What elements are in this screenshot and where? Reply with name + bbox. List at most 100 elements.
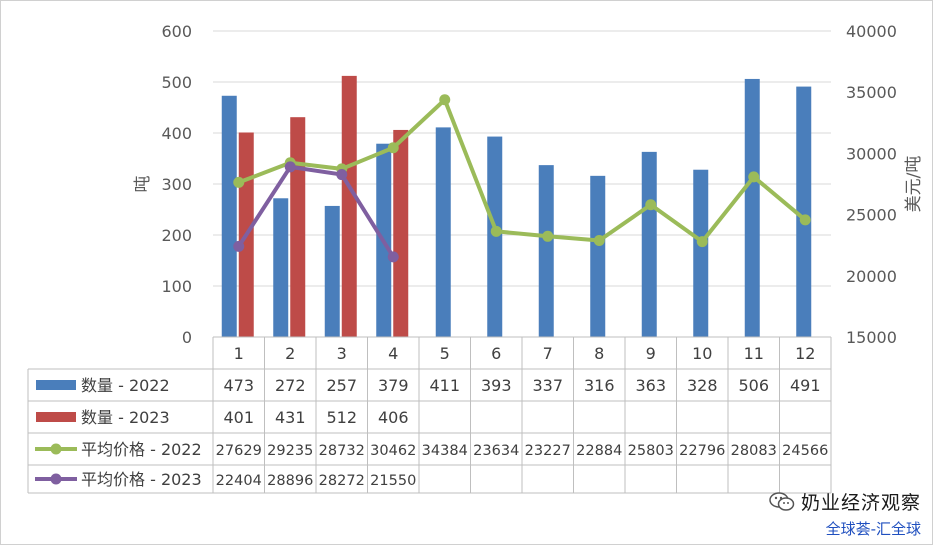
y-right-tick-label: 30000: [846, 144, 897, 163]
bar: [796, 86, 812, 337]
data-label: 411: [429, 376, 460, 395]
data-label: 22884: [576, 443, 622, 459]
data-label: 491: [790, 376, 821, 395]
y-right-axis-label: 美元/吨: [904, 156, 924, 213]
legend-swatch: [36, 380, 76, 390]
x-tick-label: 3: [337, 344, 347, 363]
data-point: [387, 142, 399, 154]
data-label: 28083: [731, 443, 777, 459]
y-left-tick-label: 500: [161, 73, 192, 92]
data-point: [336, 169, 348, 181]
y-right-tick-label: 15000: [846, 328, 897, 347]
bar: [393, 129, 409, 337]
axes: 600 500 400 300 200 100 0 40000 35000 30000 25000 2…: [133, 22, 924, 347]
bar: [487, 136, 503, 337]
data-point: [696, 236, 708, 248]
x-tick-label: 8: [594, 344, 604, 363]
watermark: 奶业经济观察 全球荟-汇全球: [769, 488, 921, 539]
y-left-tick-label: 600: [161, 22, 192, 41]
legend-label: 数量 - 2023: [81, 408, 170, 427]
series-line: [236, 97, 808, 244]
y-left-tick-label: 400: [161, 124, 192, 143]
data-point: [593, 234, 605, 246]
data-label: 257: [326, 376, 357, 395]
data-label: 25803: [628, 443, 674, 459]
data-point: [490, 225, 502, 237]
bar: [341, 75, 357, 337]
watermark-title: 奶业经济观察: [800, 492, 921, 514]
x-tick-label: 4: [388, 344, 398, 363]
bar: [324, 205, 340, 337]
legend-label: 平均价格 - 2023: [81, 470, 202, 489]
watermark-subtitle: 全球荟-汇全球: [825, 520, 921, 538]
data-point: [233, 176, 245, 188]
data-point: [439, 94, 451, 106]
bar: [693, 169, 709, 337]
series-line: [236, 164, 396, 259]
data-label: 22796: [679, 443, 725, 459]
y-left-tick-label: 300: [161, 175, 192, 194]
data-label: 30462: [370, 443, 416, 459]
bars: [221, 75, 812, 338]
data-label: 337: [532, 376, 563, 395]
data-label: 24566: [782, 443, 828, 459]
data-point: [799, 214, 811, 226]
bar: [290, 117, 306, 337]
data-label: 272: [275, 376, 306, 395]
data-point: [284, 161, 296, 173]
data-label: 393: [481, 376, 512, 395]
y-left-tick-label: 100: [161, 277, 192, 296]
x-tick-label: 5: [440, 344, 450, 363]
bar: [590, 175, 606, 337]
data-label: 379: [378, 376, 409, 395]
wechat-icon: [769, 491, 795, 511]
y-left-axis-label: 吨: [133, 176, 153, 193]
legend-label: 平均价格 - 2022: [81, 440, 202, 459]
data-label: 506: [738, 376, 769, 395]
x-tick-label: 10: [692, 344, 712, 363]
data-label: 29235: [267, 443, 313, 459]
x-tick-label: 1: [234, 344, 244, 363]
y-right-tick-label: 20000: [846, 267, 897, 286]
bar: [273, 198, 289, 337]
data-label: 473: [223, 376, 254, 395]
data-label: 363: [635, 376, 666, 395]
data-label: 512: [326, 408, 357, 427]
y-left-tick-label: 200: [161, 226, 192, 245]
data-label: 23634: [473, 443, 519, 459]
data-label: 401: [223, 408, 254, 427]
data-label: 406: [378, 408, 409, 427]
y-right-tick-label: 40000: [846, 22, 897, 41]
price-lines: [233, 94, 811, 263]
data-label: 28732: [319, 443, 365, 459]
data-point: [387, 251, 399, 263]
x-tick-label: 11: [744, 344, 764, 363]
data-point: [542, 230, 554, 242]
x-tick-label: 6: [491, 344, 501, 363]
legend-label: 数量 - 2022: [81, 376, 170, 395]
data-point: [748, 171, 760, 183]
bar: [744, 78, 760, 337]
data-label: 21550: [370, 473, 416, 489]
y-right-tick-label: 35000: [846, 83, 897, 102]
x-tick-label: 9: [646, 344, 656, 363]
data-point: [645, 199, 657, 211]
x-tick-label: 7: [543, 344, 553, 363]
data-label: 34384: [422, 443, 468, 459]
data-label: 23227: [525, 443, 571, 459]
y-left-tick-label: 0: [182, 328, 192, 347]
legend-swatch: [36, 412, 76, 422]
bar: [221, 95, 237, 338]
gridlines: [213, 30, 831, 287]
bar: [538, 165, 554, 337]
data-label: 28896: [267, 473, 313, 489]
data-label: 28272: [319, 473, 365, 489]
bar: [435, 127, 451, 337]
x-tick-label: 12: [795, 344, 815, 363]
legend-swatch-marker: [50, 443, 62, 455]
x-tick-label: 2: [285, 344, 295, 363]
data-point: [233, 240, 245, 252]
data-label: 316: [584, 376, 615, 395]
